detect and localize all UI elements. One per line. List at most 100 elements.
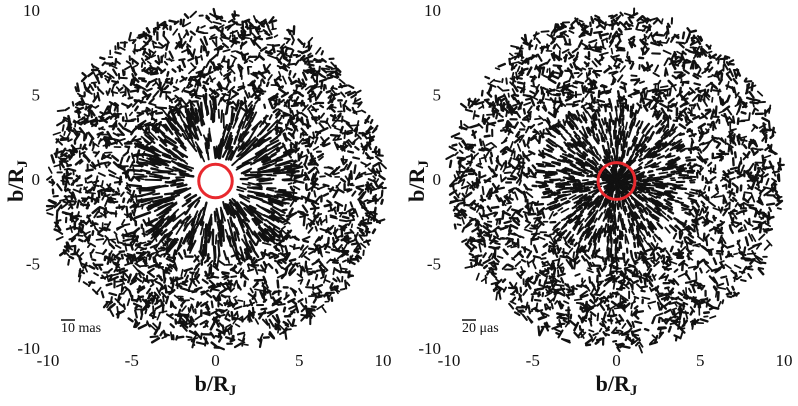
speckle [661, 206, 667, 211]
speckle [541, 92, 546, 101]
speckle [701, 47, 709, 54]
speckle [323, 241, 330, 251]
speckle [153, 233, 158, 242]
speckle [217, 345, 226, 351]
speckle [656, 111, 663, 121]
speckle [689, 309, 694, 316]
speckle [236, 214, 245, 228]
speckle [275, 238, 285, 243]
speckle [192, 281, 198, 287]
speckle [237, 131, 245, 146]
speckle [132, 175, 148, 179]
speckle [325, 120, 332, 129]
speckle [86, 238, 90, 245]
speckle [84, 104, 92, 111]
speckle [482, 252, 487, 259]
speckle [152, 322, 158, 329]
speckle [509, 81, 514, 86]
speckle [651, 334, 656, 339]
speckle [576, 284, 583, 288]
speckle [208, 36, 218, 40]
speckle [579, 293, 589, 299]
speckle [181, 119, 191, 131]
speckle [103, 255, 107, 262]
speckle [262, 158, 272, 164]
speckle [224, 317, 231, 322]
speckle [303, 155, 309, 166]
speckle [764, 222, 772, 228]
speckle [248, 59, 254, 63]
speckle [649, 247, 657, 257]
speckle [294, 59, 300, 66]
speckle [92, 93, 100, 103]
speckle [283, 37, 291, 41]
speckle [153, 45, 163, 49]
speckle [162, 215, 170, 222]
speckle [297, 77, 302, 85]
speckle [343, 163, 348, 171]
speckle [145, 171, 164, 178]
speckle [552, 44, 557, 50]
speckle [183, 89, 191, 94]
speckle [324, 84, 327, 90]
speckle [183, 193, 192, 199]
speckle [258, 177, 275, 183]
speckle [658, 102, 668, 109]
speckle [127, 96, 134, 100]
speckle [341, 215, 350, 220]
speckle [142, 276, 150, 284]
speckle [284, 323, 290, 328]
speckle [307, 60, 313, 70]
speckle [274, 158, 284, 163]
speckle [329, 214, 337, 218]
speckle [764, 145, 772, 152]
speckle [152, 192, 161, 196]
speckle [608, 261, 615, 267]
speckle [140, 251, 148, 257]
speckle [224, 310, 230, 319]
speckle [648, 150, 659, 159]
speckle [303, 54, 314, 61]
speckle [243, 343, 249, 346]
speckle [611, 309, 616, 317]
speckle [681, 31, 686, 40]
speckle [167, 285, 173, 290]
speckle [160, 107, 172, 122]
speckle [278, 214, 291, 225]
speckle [108, 275, 113, 282]
speckle [153, 251, 159, 260]
speckle [351, 190, 357, 197]
speckle [306, 314, 313, 318]
speckle [312, 178, 318, 186]
speckle [246, 263, 251, 271]
speckle [127, 317, 134, 323]
speckle [224, 99, 230, 116]
speckle [108, 267, 113, 273]
speckle [611, 71, 619, 76]
speckle [142, 190, 156, 197]
speckle [503, 220, 512, 225]
speckle [141, 79, 148, 83]
speckle [216, 214, 220, 224]
speckle [175, 221, 185, 235]
speckle [286, 118, 291, 127]
speckle [669, 245, 674, 253]
speckle [321, 305, 327, 314]
speckle [210, 309, 219, 315]
speckle [730, 128, 737, 131]
speckle [293, 177, 297, 184]
speckle [244, 138, 259, 152]
speckle [268, 200, 284, 206]
speckle [630, 217, 636, 227]
speckle [635, 22, 640, 31]
speckle [726, 295, 733, 299]
y-tick-label: 5 [32, 85, 41, 104]
speckle [168, 50, 174, 60]
speckle [699, 35, 704, 42]
speckle [275, 299, 283, 304]
speckle [268, 254, 276, 260]
speckle [309, 157, 317, 162]
speckle [329, 216, 338, 220]
speckle [240, 106, 248, 113]
